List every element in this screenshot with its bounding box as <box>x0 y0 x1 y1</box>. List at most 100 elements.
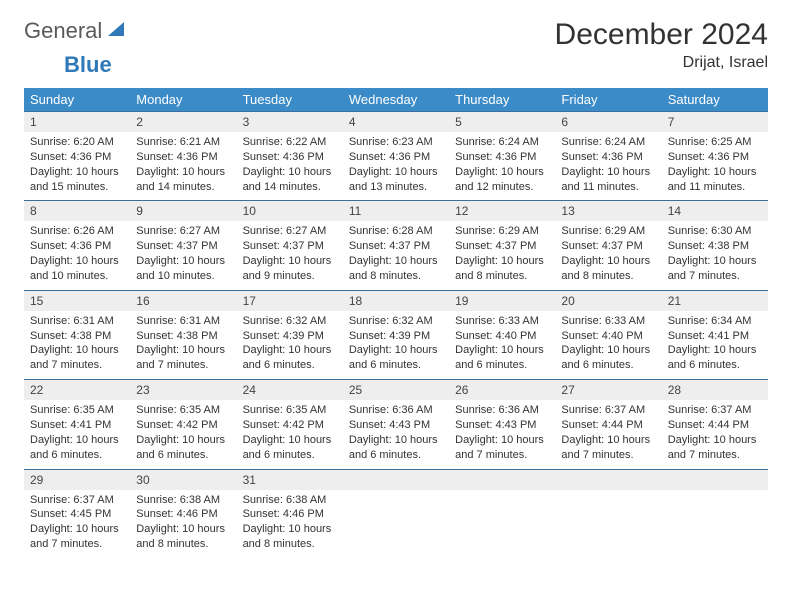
day-details: Sunrise: 6:36 AMSunset: 4:43 PMDaylight:… <box>449 400 555 468</box>
day-cell: 1Sunrise: 6:20 AMSunset: 4:36 PMDaylight… <box>24 112 130 201</box>
day-cell: 28Sunrise: 6:37 AMSunset: 4:44 PMDayligh… <box>662 380 768 469</box>
day-number: 9 <box>130 201 236 221</box>
day-details: Sunrise: 6:37 AMSunset: 4:44 PMDaylight:… <box>662 400 768 468</box>
day-cell: 17Sunrise: 6:32 AMSunset: 4:39 PMDayligh… <box>237 290 343 379</box>
day-details: Sunrise: 6:34 AMSunset: 4:41 PMDaylight:… <box>662 311 768 379</box>
day-details: Sunrise: 6:35 AMSunset: 4:41 PMDaylight:… <box>24 400 130 468</box>
day-number: 23 <box>130 380 236 400</box>
weekday-header: Friday <box>555 88 661 112</box>
day-cell: 24Sunrise: 6:35 AMSunset: 4:42 PMDayligh… <box>237 380 343 469</box>
week-row: 1Sunrise: 6:20 AMSunset: 4:36 PMDaylight… <box>24 112 768 201</box>
day-details: Sunrise: 6:27 AMSunset: 4:37 PMDaylight:… <box>130 221 236 289</box>
day-number <box>343 470 449 490</box>
day-number: 24 <box>237 380 343 400</box>
day-cell: 23Sunrise: 6:35 AMSunset: 4:42 PMDayligh… <box>130 380 236 469</box>
day-cell: 7Sunrise: 6:25 AMSunset: 4:36 PMDaylight… <box>662 112 768 201</box>
month-title: December 2024 <box>555 18 768 52</box>
day-details: Sunrise: 6:24 AMSunset: 4:36 PMDaylight:… <box>555 132 661 200</box>
day-cell: 18Sunrise: 6:32 AMSunset: 4:39 PMDayligh… <box>343 290 449 379</box>
day-details <box>555 490 661 542</box>
day-number: 6 <box>555 112 661 132</box>
day-cell: 10Sunrise: 6:27 AMSunset: 4:37 PMDayligh… <box>237 201 343 290</box>
day-number: 21 <box>662 291 768 311</box>
day-number: 11 <box>343 201 449 221</box>
day-details <box>449 490 555 542</box>
calendar-table: Sunday Monday Tuesday Wednesday Thursday… <box>24 88 768 558</box>
week-row: 22Sunrise: 6:35 AMSunset: 4:41 PMDayligh… <box>24 380 768 469</box>
day-cell: 15Sunrise: 6:31 AMSunset: 4:38 PMDayligh… <box>24 290 130 379</box>
day-number: 31 <box>237 470 343 490</box>
day-number: 16 <box>130 291 236 311</box>
weekday-header-row: Sunday Monday Tuesday Wednesday Thursday… <box>24 88 768 112</box>
day-number <box>555 470 661 490</box>
day-details: Sunrise: 6:27 AMSunset: 4:37 PMDaylight:… <box>237 221 343 289</box>
day-number <box>449 470 555 490</box>
day-cell <box>449 469 555 558</box>
logo-text-general: General <box>24 18 102 44</box>
day-details: Sunrise: 6:25 AMSunset: 4:36 PMDaylight:… <box>662 132 768 200</box>
weekday-header: Wednesday <box>343 88 449 112</box>
day-number: 28 <box>662 380 768 400</box>
day-details: Sunrise: 6:21 AMSunset: 4:36 PMDaylight:… <box>130 132 236 200</box>
location: Drijat, Israel <box>555 54 768 72</box>
day-cell: 31Sunrise: 6:38 AMSunset: 4:46 PMDayligh… <box>237 469 343 558</box>
day-details: Sunrise: 6:37 AMSunset: 4:45 PMDaylight:… <box>24 490 130 558</box>
day-details: Sunrise: 6:35 AMSunset: 4:42 PMDaylight:… <box>237 400 343 468</box>
day-cell: 16Sunrise: 6:31 AMSunset: 4:38 PMDayligh… <box>130 290 236 379</box>
day-cell: 3Sunrise: 6:22 AMSunset: 4:36 PMDaylight… <box>237 112 343 201</box>
day-cell: 5Sunrise: 6:24 AMSunset: 4:36 PMDaylight… <box>449 112 555 201</box>
day-details <box>343 490 449 542</box>
day-number: 4 <box>343 112 449 132</box>
logo-text-blue: Blue <box>64 52 112 77</box>
day-cell <box>662 469 768 558</box>
day-number: 14 <box>662 201 768 221</box>
day-number: 1 <box>24 112 130 132</box>
day-cell: 20Sunrise: 6:33 AMSunset: 4:40 PMDayligh… <box>555 290 661 379</box>
day-cell: 25Sunrise: 6:36 AMSunset: 4:43 PMDayligh… <box>343 380 449 469</box>
week-row: 29Sunrise: 6:37 AMSunset: 4:45 PMDayligh… <box>24 469 768 558</box>
weekday-header: Tuesday <box>237 88 343 112</box>
week-row: 8Sunrise: 6:26 AMSunset: 4:36 PMDaylight… <box>24 201 768 290</box>
day-number: 20 <box>555 291 661 311</box>
day-number: 13 <box>555 201 661 221</box>
day-number: 12 <box>449 201 555 221</box>
day-cell: 19Sunrise: 6:33 AMSunset: 4:40 PMDayligh… <box>449 290 555 379</box>
weekday-header: Thursday <box>449 88 555 112</box>
day-number: 22 <box>24 380 130 400</box>
day-details: Sunrise: 6:32 AMSunset: 4:39 PMDaylight:… <box>343 311 449 379</box>
day-cell: 9Sunrise: 6:27 AMSunset: 4:37 PMDaylight… <box>130 201 236 290</box>
day-details: Sunrise: 6:20 AMSunset: 4:36 PMDaylight:… <box>24 132 130 200</box>
day-number: 2 <box>130 112 236 132</box>
day-number: 7 <box>662 112 768 132</box>
day-number: 29 <box>24 470 130 490</box>
day-details: Sunrise: 6:23 AMSunset: 4:36 PMDaylight:… <box>343 132 449 200</box>
day-cell: 8Sunrise: 6:26 AMSunset: 4:36 PMDaylight… <box>24 201 130 290</box>
day-cell: 27Sunrise: 6:37 AMSunset: 4:44 PMDayligh… <box>555 380 661 469</box>
day-cell: 2Sunrise: 6:21 AMSunset: 4:36 PMDaylight… <box>130 112 236 201</box>
weekday-header: Sunday <box>24 88 130 112</box>
day-number: 8 <box>24 201 130 221</box>
day-number: 30 <box>130 470 236 490</box>
day-details: Sunrise: 6:30 AMSunset: 4:38 PMDaylight:… <box>662 221 768 289</box>
day-number <box>662 470 768 490</box>
day-number: 10 <box>237 201 343 221</box>
day-details: Sunrise: 6:31 AMSunset: 4:38 PMDaylight:… <box>24 311 130 379</box>
day-number: 5 <box>449 112 555 132</box>
day-cell: 13Sunrise: 6:29 AMSunset: 4:37 PMDayligh… <box>555 201 661 290</box>
day-details <box>662 490 768 542</box>
weekday-header: Saturday <box>662 88 768 112</box>
day-details: Sunrise: 6:29 AMSunset: 4:37 PMDaylight:… <box>449 221 555 289</box>
title-block: December 2024 Drijat, Israel <box>555 18 768 72</box>
day-details: Sunrise: 6:26 AMSunset: 4:36 PMDaylight:… <box>24 221 130 289</box>
day-cell: 12Sunrise: 6:29 AMSunset: 4:37 PMDayligh… <box>449 201 555 290</box>
day-number: 17 <box>237 291 343 311</box>
day-cell <box>343 469 449 558</box>
day-details: Sunrise: 6:38 AMSunset: 4:46 PMDaylight:… <box>130 490 236 558</box>
day-details: Sunrise: 6:36 AMSunset: 4:43 PMDaylight:… <box>343 400 449 468</box>
day-details: Sunrise: 6:22 AMSunset: 4:36 PMDaylight:… <box>237 132 343 200</box>
day-details: Sunrise: 6:24 AMSunset: 4:36 PMDaylight:… <box>449 132 555 200</box>
day-cell: 29Sunrise: 6:37 AMSunset: 4:45 PMDayligh… <box>24 469 130 558</box>
weekday-header: Monday <box>130 88 236 112</box>
day-number: 27 <box>555 380 661 400</box>
day-details: Sunrise: 6:37 AMSunset: 4:44 PMDaylight:… <box>555 400 661 468</box>
